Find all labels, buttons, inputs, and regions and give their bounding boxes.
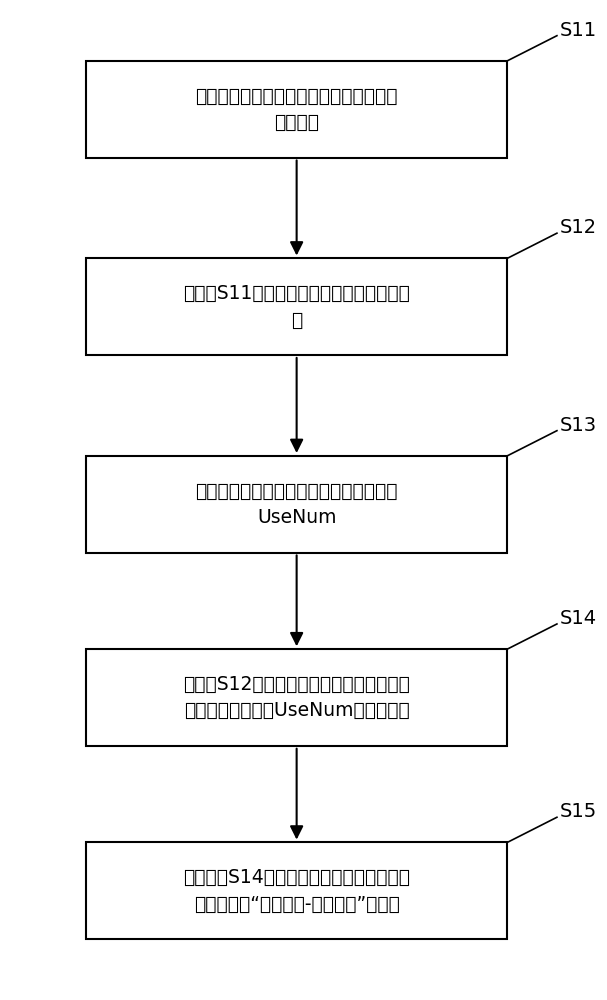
Bar: [86, 649, 507, 746]
Bar: [86, 61, 507, 158]
Bar: [86, 456, 507, 553]
Text: 对步骤S11中各节点的硬件信息进行加权计
算: 对步骤S11中各节点的硬件信息进行加权计 算: [183, 284, 410, 329]
Text: S11: S11: [560, 21, 597, 40]
Bar: [86, 842, 507, 939]
Text: 对步骤S12中所有采集节点的加权值从小到
大排列，并选出前UseNum个采集节点: 对步骤S12中所有采集节点的加权值从小到 大排列，并选出前UseNum个采集节点: [183, 675, 410, 720]
Text: S12: S12: [560, 218, 597, 237]
Text: S15: S15: [560, 802, 597, 821]
Text: 计算当前并行程序所使用的采集节点数量
UseNum: 计算当前并行程序所使用的采集节点数量 UseNum: [195, 481, 398, 527]
Bar: [86, 258, 507, 355]
Text: S14: S14: [560, 609, 597, 628]
Text: 控制节点通过网络从各采集节点获取实时
硬件信息: 控制节点通过网络从各采集节点获取实时 硬件信息: [195, 86, 398, 132]
Text: S13: S13: [560, 416, 597, 435]
Text: 根据步骤S14的结果和并行程序所开启的进
程数，生成“计算节点-采集节点”映射表: 根据步骤S14的结果和并行程序所开启的进 程数，生成“计算节点-采集节点”映射表: [183, 868, 410, 914]
